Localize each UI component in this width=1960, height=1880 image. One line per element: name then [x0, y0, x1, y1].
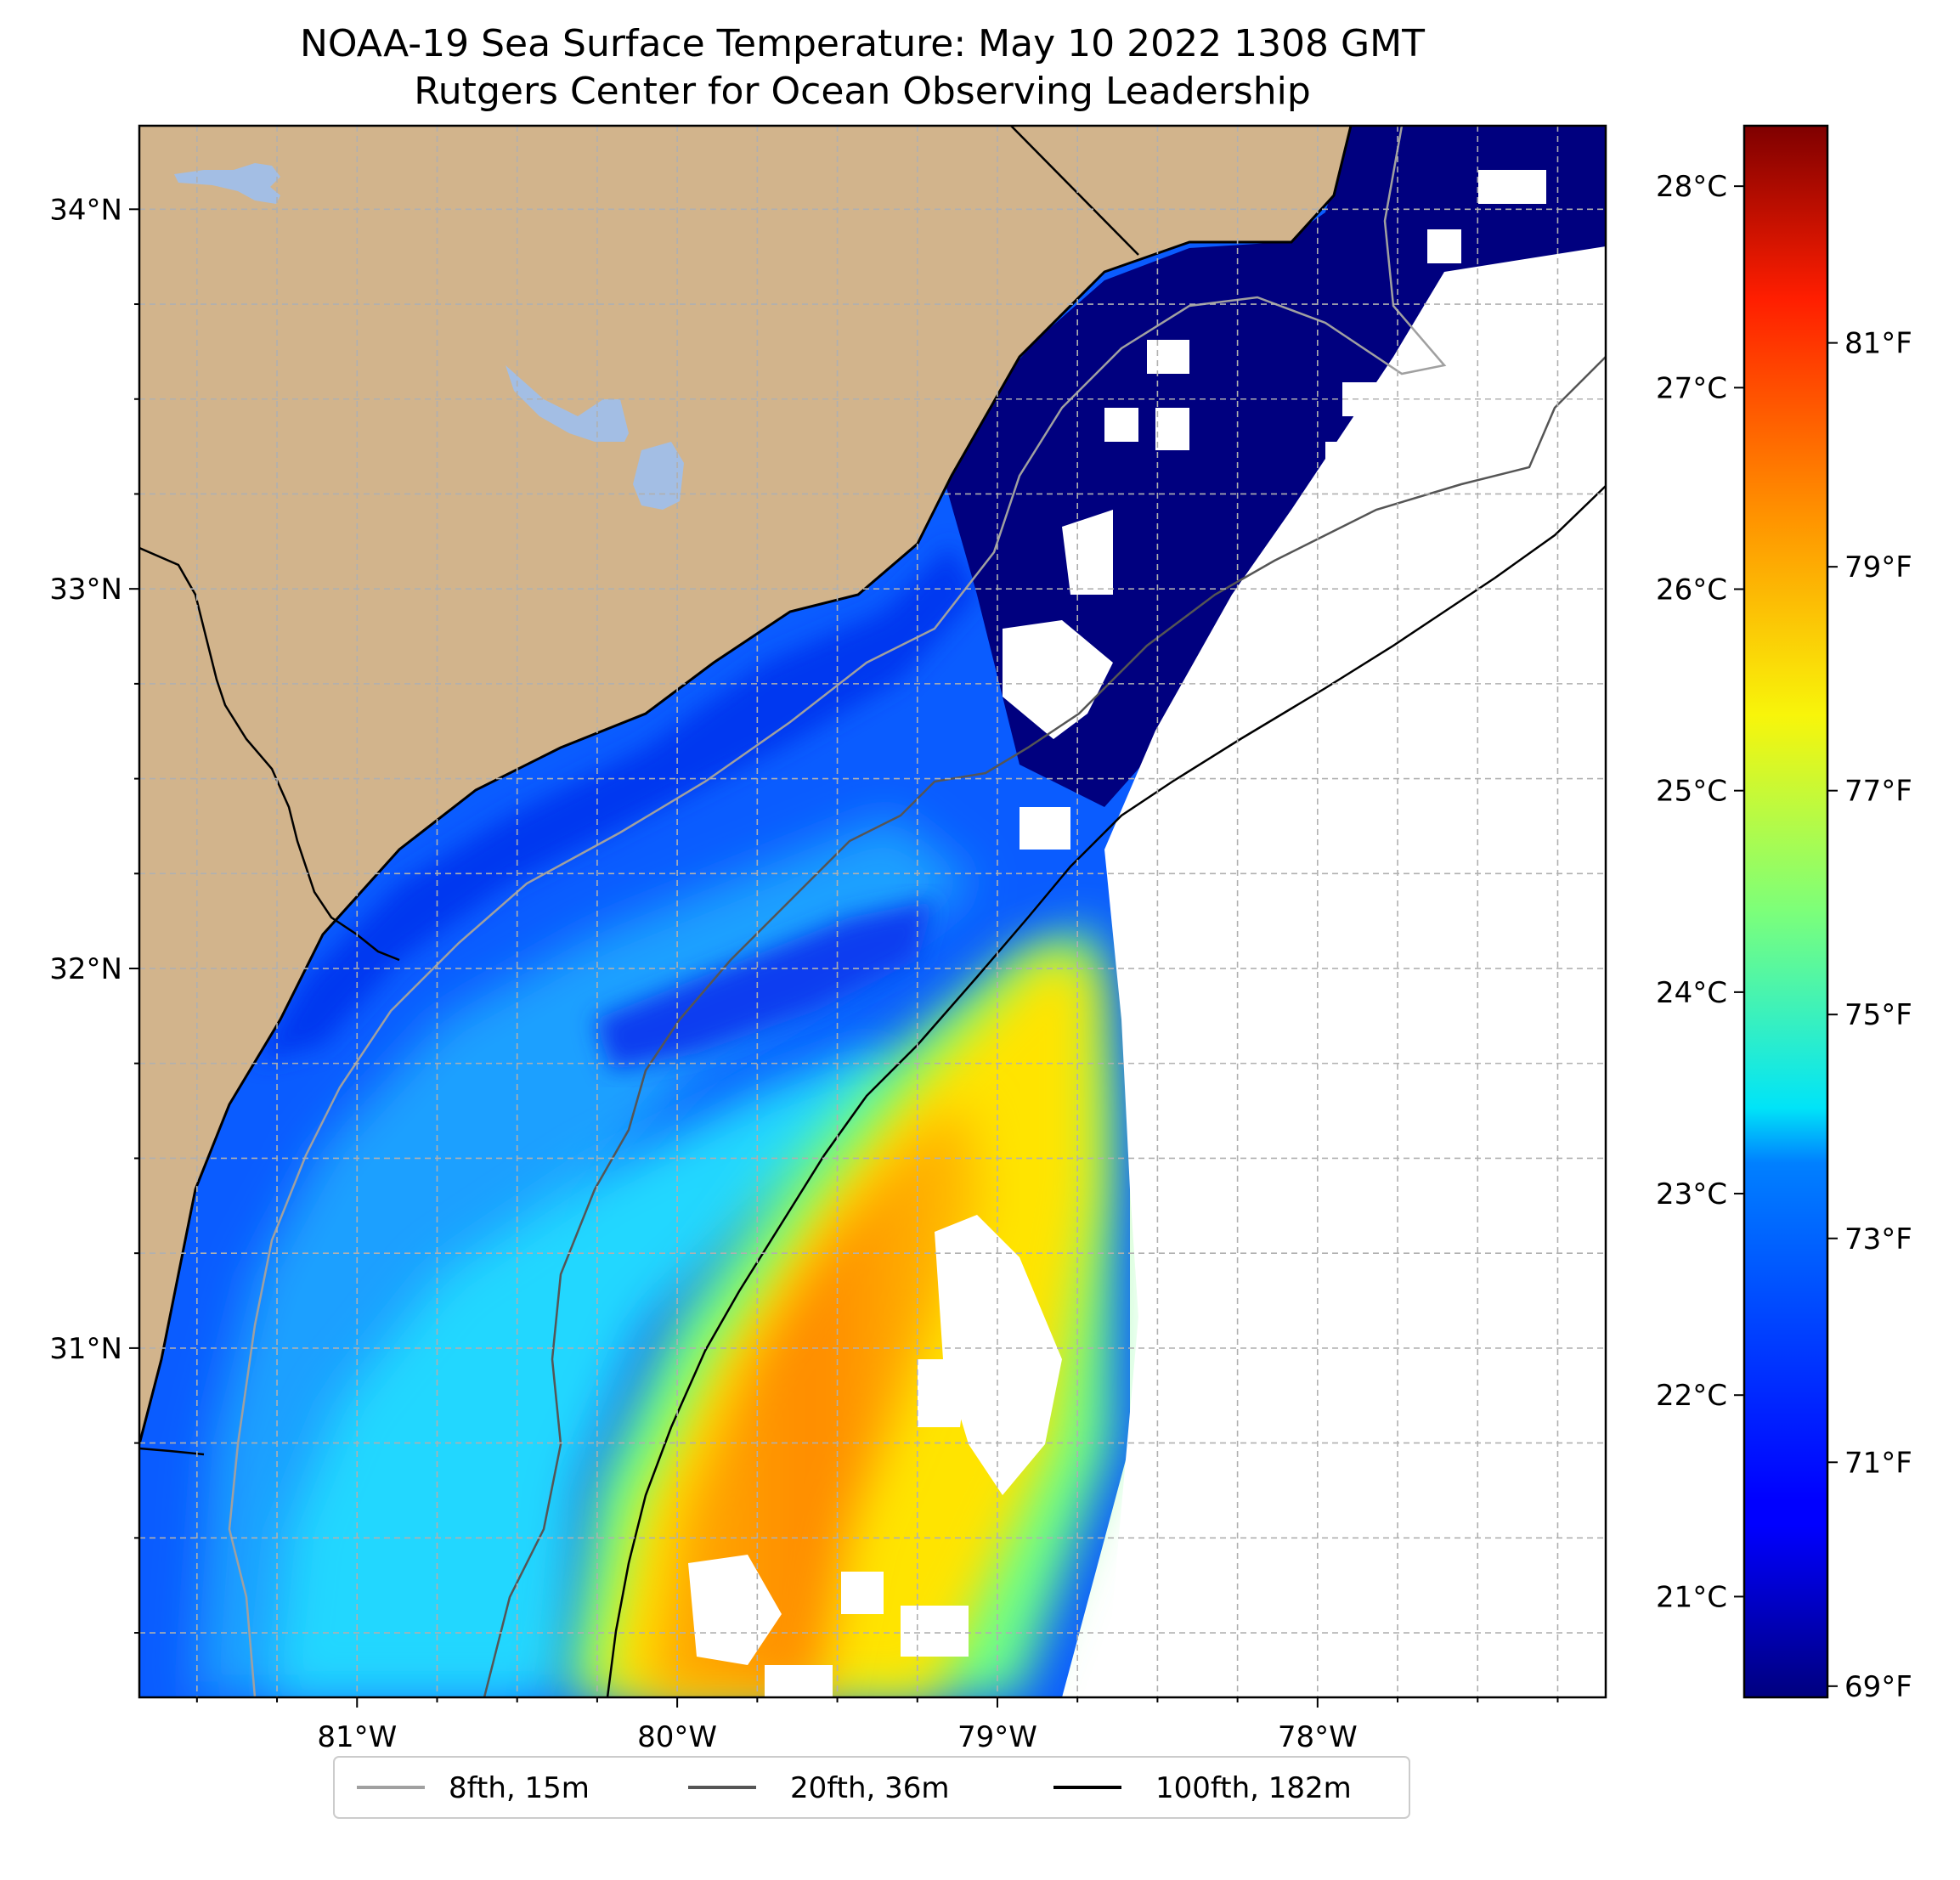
isobath-182m: [606, 485, 1606, 1697]
lat-tick-label: 33°N: [49, 573, 122, 607]
celsius-tick-label: 21°C: [1656, 1580, 1727, 1614]
cloud-offshore-east: [1104, 246, 1606, 1697]
fahrenheit-tick-label: 69°F: [1844, 1670, 1912, 1704]
lon-tick-label: 81°W: [317, 1720, 397, 1754]
fahrenheit-tick-label: 73°F: [1844, 1222, 1912, 1256]
boundary-river-south: [139, 1447, 205, 1456]
lon-tick-label: 78°W: [1278, 1720, 1358, 1754]
map-title: NOAA-19 Sea Surface Temperature: May 10 …: [300, 22, 1425, 65]
lat-tick-label: 32°N: [49, 952, 122, 986]
cloud-masked-patches: [688, 170, 1606, 1697]
sst-gulfstream-core: [646, 1104, 986, 1697]
celsius-tick-label: 28°C: [1656, 170, 1727, 204]
isobath-36m: [483, 356, 1606, 1697]
map-axis-ticks: [129, 208, 1559, 1708]
lake-moultrie: [633, 442, 684, 510]
legend-label-36m: 20fth, 36m: [790, 1771, 950, 1805]
legend-label-15m: 8fth, 15m: [449, 1771, 590, 1805]
boundary-nc-sc: [1010, 126, 1139, 256]
sst-north-cold-pool: [943, 126, 1606, 807]
lon-tick-label: 80°W: [637, 1720, 717, 1754]
celsius-tick-label: 26°C: [1656, 573, 1727, 607]
colorbar-celsius-scale: 28°C 27°C 26°C 25°C 24°C 23°C 22°C 21°C: [1656, 170, 1744, 1614]
boundary-river-west: [139, 546, 400, 962]
colorbar-gradient: [1744, 126, 1827, 1697]
colorbar-frame: [1743, 124, 1829, 1699]
celsius-tick-label: 23°C: [1656, 1177, 1727, 1211]
lake-marion: [506, 365, 629, 442]
sst-coastal-deep-blue: [595, 900, 935, 1070]
fahrenheit-tick-label: 81°F: [1844, 327, 1912, 361]
isobath-15m: [228, 126, 1447, 1697]
fahrenheit-tick-label: 77°F: [1844, 775, 1912, 809]
coastline: [139, 126, 1353, 1445]
gridlines: [139, 126, 1606, 1697]
celsius-tick-label: 27°C: [1656, 371, 1727, 405]
celsius-tick-label: 24°C: [1656, 976, 1727, 1010]
lakes: [174, 163, 684, 510]
fahrenheit-tick-label: 71°F: [1844, 1446, 1912, 1480]
celsius-tick-label: 25°C: [1656, 775, 1727, 809]
map-frame: [138, 124, 1607, 1699]
lat-tick-label: 34°N: [49, 193, 122, 227]
legend-box: [333, 1756, 1410, 1819]
map-panel: [139, 126, 1606, 1697]
sst-field: [139, 126, 1606, 1697]
lat-tick-label: 31°N: [49, 1332, 122, 1366]
cloud-south-holes: [688, 1215, 1062, 1697]
sst-nearshore-cool: [255, 544, 977, 1062]
political-boundaries: [139, 126, 1139, 1456]
latitude-labels: 34°N 33°N 32°N 31°N: [49, 193, 122, 1366]
lake-upper: [174, 163, 280, 204]
celsius-tick-label: 22°C: [1656, 1379, 1727, 1413]
legend-label-182m: 100fth, 182m: [1155, 1771, 1352, 1805]
fahrenheit-tick-label: 75°F: [1844, 998, 1912, 1032]
longitude-labels: 81°W 80°W 79°W 78°W: [317, 1720, 1357, 1754]
colorbar: 28°C 27°C 26°C 25°C 24°C 23°C 22°C 21°C 81°F 79°…: [1656, 124, 1912, 1704]
colorbar-fahrenheit-scale: 81°F 79°F 77°F 75°F 73°F 71°F 69°F: [1827, 327, 1912, 1704]
land-mass: [139, 126, 1351, 1444]
lon-tick-label: 79°W: [957, 1720, 1037, 1754]
isobaths: [228, 126, 1606, 1697]
map-subtitle: Rutgers Center for Ocean Observing Leade…: [414, 70, 1311, 113]
isobath-legend: 8fth, 15m 20fth, 36m 100fth, 182m: [333, 1756, 1410, 1819]
fahrenheit-tick-label: 79°F: [1844, 550, 1912, 584]
